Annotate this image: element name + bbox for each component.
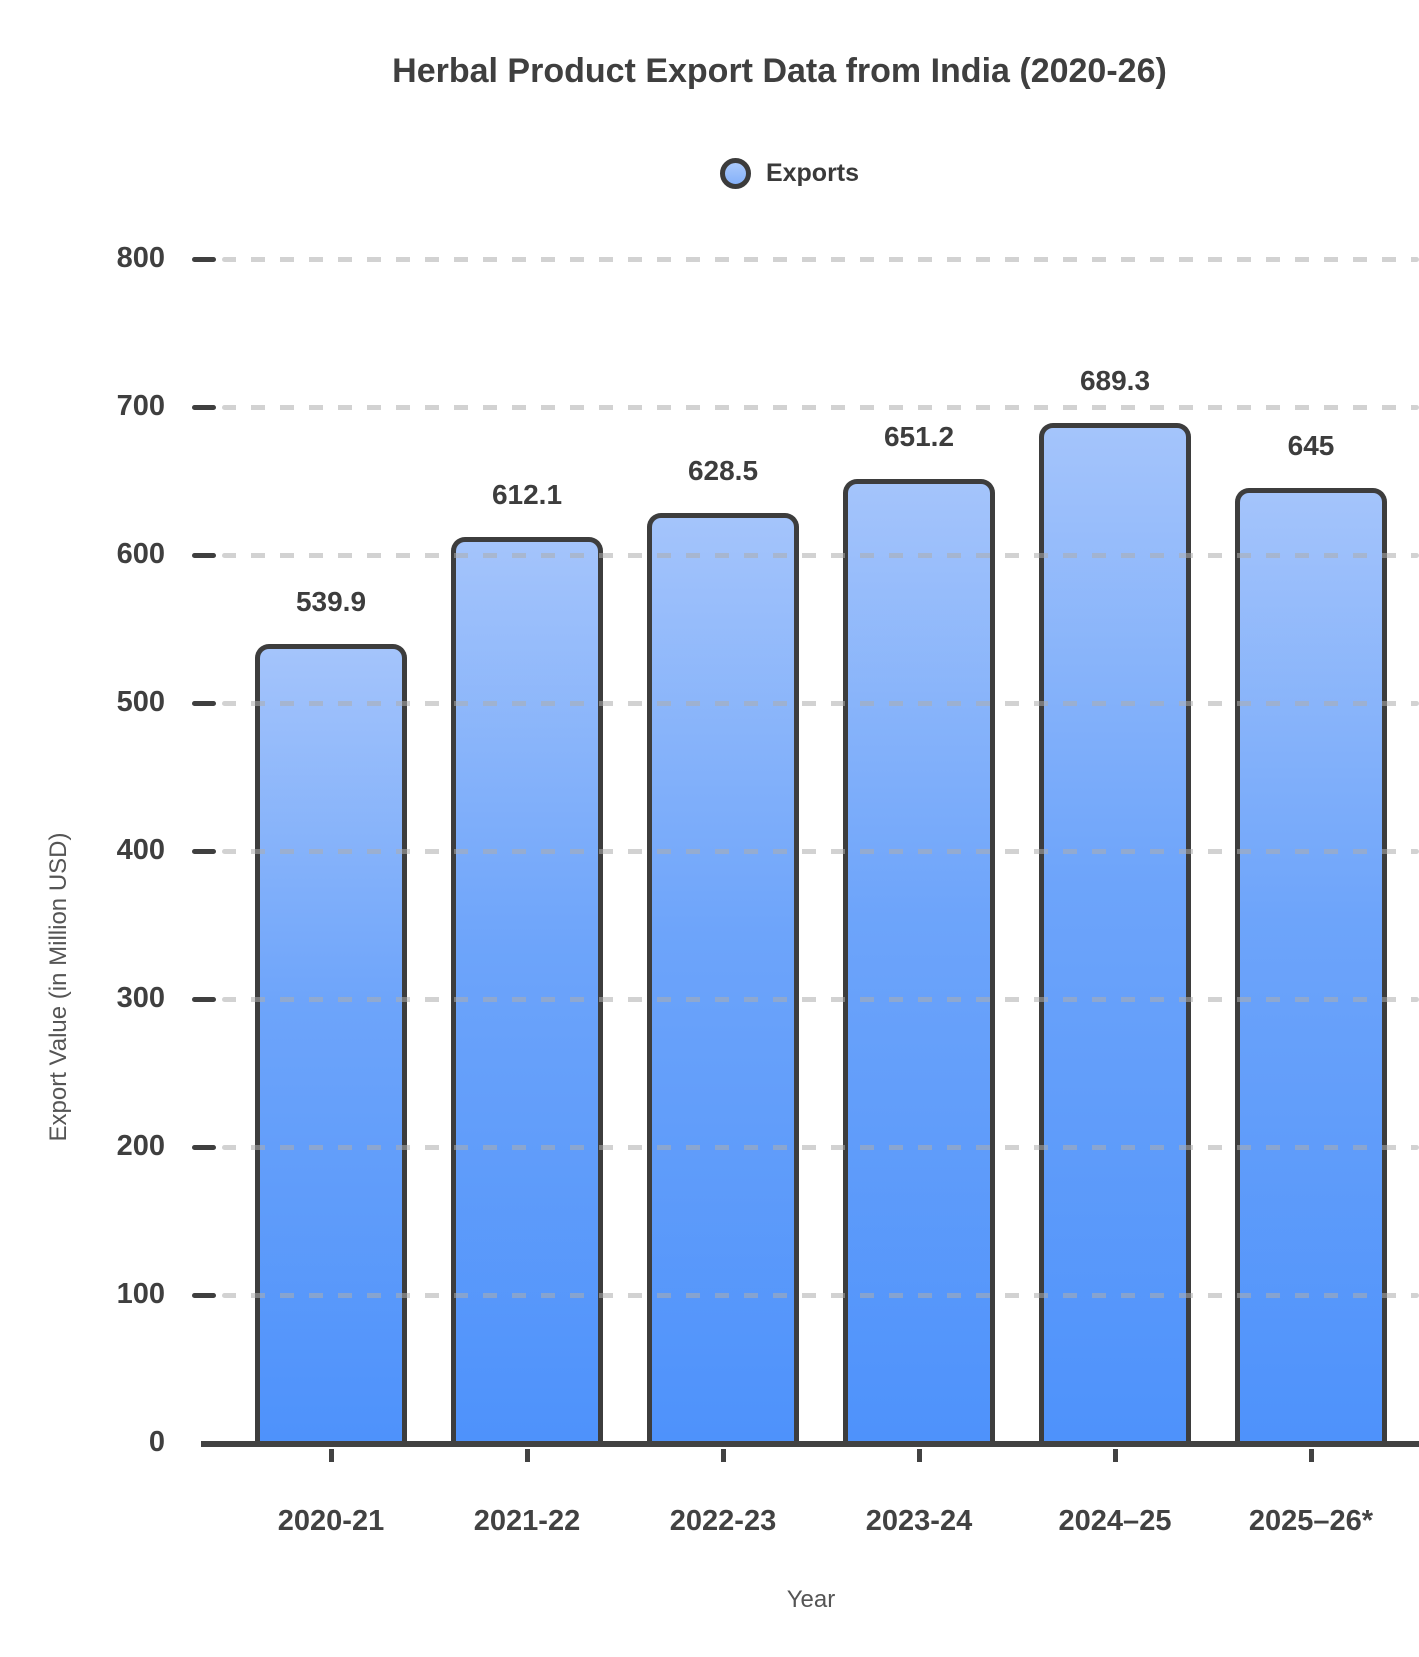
bar-value-label: 689.3	[1079, 364, 1151, 396]
bar-2020-21[interactable]	[255, 643, 407, 1443]
y-tick-label-600: 600	[116, 538, 165, 570]
x-axis-title: Year	[786, 1586, 836, 1613]
x-axis-line	[201, 1441, 1419, 1447]
y-tick-mark-300	[192, 996, 216, 1002]
gridline-700	[222, 404, 1419, 410]
x-tick-label: 2023-24	[865, 1505, 973, 1537]
y-tick-label-800: 800	[116, 242, 165, 274]
y-tick-mark-200	[192, 1144, 216, 1150]
y-tick-label-500: 500	[116, 686, 165, 718]
y-tick-label-100: 100	[116, 1278, 165, 1310]
bar-2021-22[interactable]	[451, 537, 603, 1443]
y-tick-label-400: 400	[116, 834, 165, 866]
bar-value-label: 651.2	[883, 421, 955, 453]
gridline-200	[222, 1144, 1419, 1150]
legend-label: Exports	[765, 159, 860, 187]
x-tick-mark	[916, 1449, 922, 1462]
gridline-800	[222, 256, 1419, 262]
y-tick-label-200: 200	[116, 1130, 165, 1162]
x-tick-mark	[720, 1449, 726, 1462]
y-tick-label-300: 300	[116, 982, 165, 1014]
bar-2025–26*[interactable]	[1235, 488, 1387, 1443]
gridline-300	[222, 996, 1419, 1002]
x-tick-mark	[524, 1449, 530, 1462]
x-tick-mark	[1112, 1449, 1118, 1462]
legend[interactable]: Exports	[160, 158, 1419, 189]
x-tick-mark	[328, 1449, 334, 1462]
y-tick-mark-400	[192, 848, 216, 854]
x-tick-mark	[1308, 1449, 1314, 1462]
y-tick-mark-600	[192, 552, 216, 558]
bar-value-label: 612.1	[491, 479, 563, 511]
exports-legend-marker-icon	[719, 158, 751, 189]
y-tick-mark-100	[192, 1292, 216, 1298]
y-tick-label-700: 700	[116, 390, 165, 422]
y-tick-mark-700	[192, 404, 216, 410]
gridline-100	[222, 1292, 1419, 1298]
bar-2022-23[interactable]	[647, 512, 799, 1443]
bar-2023-24[interactable]	[843, 479, 995, 1443]
chart-title: Herbal Product Export Data from India (2…	[392, 52, 1167, 90]
y-tick-label-0: 0	[148, 1426, 165, 1458]
gridline-400	[222, 848, 1419, 854]
y-tick-mark-500	[192, 700, 216, 706]
y-tick-mark-800	[192, 256, 216, 262]
x-tick-label: 2024–25	[1058, 1505, 1172, 1537]
bar-value-label: 628.5	[687, 454, 759, 486]
x-tick-label: 2025–26*	[1248, 1505, 1374, 1537]
x-tick-label: 2021-22	[473, 1505, 581, 1537]
bar-2024–25[interactable]	[1039, 422, 1191, 1443]
bar-value-label: 539.9	[295, 585, 367, 617]
gridline-600	[222, 552, 1419, 558]
x-tick-label: 2022-23	[669, 1505, 777, 1537]
x-tick-label: 2020-21	[277, 1505, 385, 1537]
gridline-500	[222, 700, 1419, 706]
bar-value-label: 645	[1287, 430, 1335, 462]
